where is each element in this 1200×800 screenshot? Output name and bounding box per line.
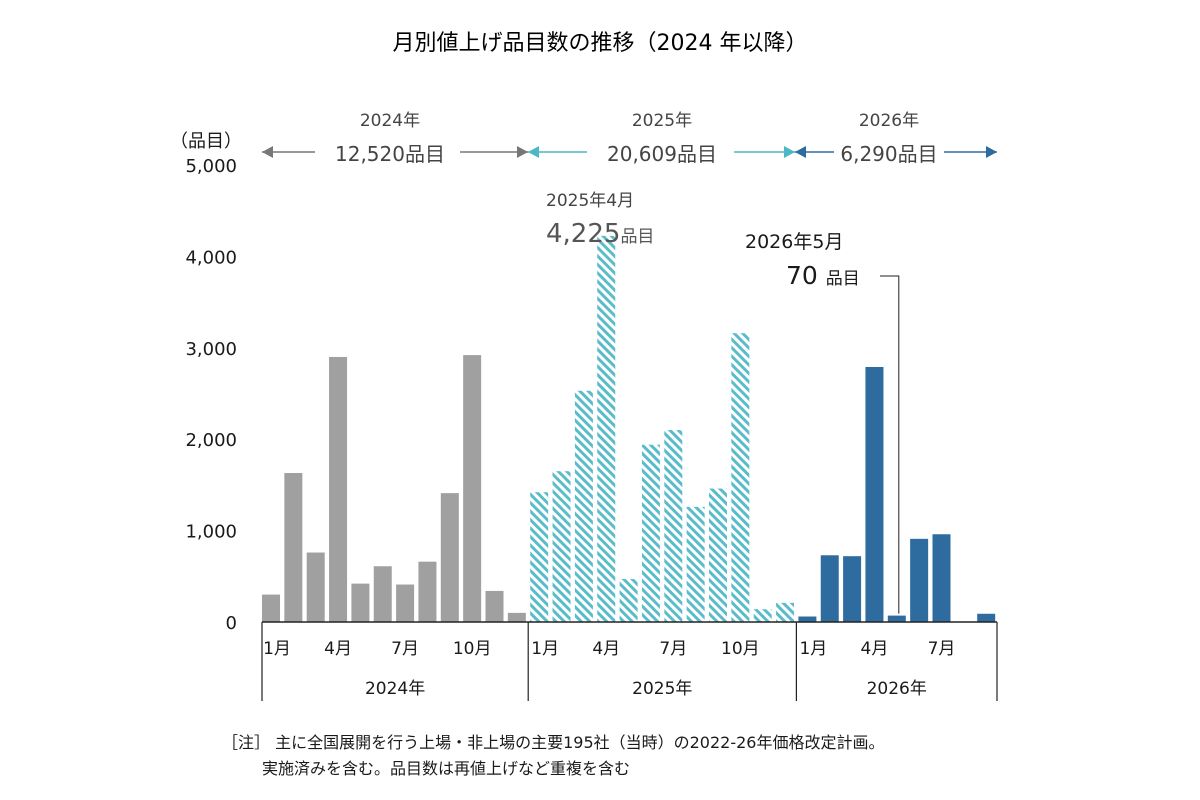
x-axis: 1月 4月 7月 10月 1月 4月 7月 10月 1月 4月 7月 2024年 2025年 2026年 (261, 621, 998, 701)
range-arrowhead (517, 146, 528, 158)
bar (910, 538, 929, 622)
bar (418, 561, 437, 622)
y-tick-label: 5,000 (185, 156, 237, 177)
bar (776, 602, 795, 622)
y-tick-label: 2,000 (185, 430, 237, 451)
x-tick-label: 1月 (263, 639, 291, 659)
x-tick-label: 10月 (721, 639, 760, 659)
bars (262, 235, 996, 622)
bar (641, 444, 660, 622)
bar (709, 488, 727, 622)
bar (463, 355, 482, 622)
bar (440, 493, 459, 622)
annotation-leader-line (880, 275, 900, 614)
bar (530, 492, 549, 622)
y-tick-label: 3,000 (185, 339, 237, 360)
x-tick-label: 7月 (928, 639, 956, 659)
range-year-label: 2024年 (360, 111, 420, 131)
annotation-peak-unit: 品目 (620, 227, 654, 247)
bar (351, 583, 370, 622)
x-group-label: 2026年 (867, 679, 927, 699)
x-group-label: 2024年 (365, 679, 425, 699)
x-tick-label: 1月 (799, 639, 827, 659)
annotation-may-value: 70 品目 (786, 261, 860, 290)
range-arrowhead (528, 146, 539, 158)
y-tick-label: 0 (226, 613, 237, 634)
bar (820, 555, 839, 622)
bar (284, 473, 303, 622)
x-tick-label: 4月 (861, 639, 889, 659)
x-group-label: 2025年 (632, 679, 692, 699)
annotation-may-date: 2026年5月 (745, 231, 843, 253)
year-range-labels: 2024年 12,520品目 2025年 20,609品目 2026年 6,290品目 (262, 111, 997, 166)
bar (597, 235, 616, 622)
bar (329, 356, 348, 622)
y-tick-label: 1,000 (185, 522, 237, 543)
range-year-label: 2025年 (632, 111, 692, 131)
annotation-may-number: 70 (786, 261, 826, 290)
y-tick-label: 4,000 (185, 247, 237, 268)
range-arrowhead (262, 146, 273, 158)
x-tick-label: 4月 (592, 639, 620, 659)
bar (306, 552, 325, 622)
y-axis-unit-label: （品目） (170, 131, 242, 152)
bar (753, 609, 772, 622)
range-total-label: 20,609品目 (607, 142, 717, 166)
x-tick-label: 7月 (659, 639, 687, 659)
bar (932, 534, 951, 622)
x-tick-label: 10月 (453, 639, 492, 659)
range-total-label: 12,520品目 (335, 142, 445, 166)
note-line-1: ［注］ 主に全国展開を行う上場・非上場の主要195社（当時）の2022-26年価… (222, 733, 884, 752)
note-line-2: 実施済みを含む。品目数は再値上げなど重複を含む (262, 759, 630, 778)
range-year-label: 2026年 (859, 111, 919, 131)
bar (574, 390, 593, 622)
bar (373, 566, 392, 622)
bar (843, 556, 862, 622)
y-axis: 0 1,000 2,000 3,000 4,000 5,000 (185, 156, 237, 634)
annotation-peak-number: 4,225 (546, 219, 620, 249)
bar (552, 471, 571, 622)
annotation-peak-value: 4,225品目 (546, 219, 654, 249)
bar (798, 616, 817, 622)
bar (396, 584, 415, 622)
range-arrowhead (795, 146, 806, 158)
bar (619, 579, 638, 622)
bar (686, 506, 705, 622)
bar (887, 615, 906, 622)
bar (485, 590, 504, 622)
bar (977, 613, 996, 622)
bar (664, 430, 683, 622)
chart-title: 月別値上げ品目数の推移（2024 年以降） (393, 31, 808, 56)
x-tick-label: 1月 (531, 639, 559, 659)
bar (731, 333, 750, 622)
range-arrowhead (784, 146, 795, 158)
bar (865, 366, 884, 622)
annotation-may-unit: 品目 (826, 269, 860, 289)
range-total-label: 6,290品目 (840, 142, 937, 166)
x-tick-label: 4月 (324, 639, 352, 659)
x-tick-label: 7月 (391, 639, 419, 659)
annotation-peak-date: 2025年4月 (546, 191, 634, 211)
bar (262, 594, 280, 622)
range-arrowhead (986, 146, 997, 158)
bar (507, 612, 526, 622)
